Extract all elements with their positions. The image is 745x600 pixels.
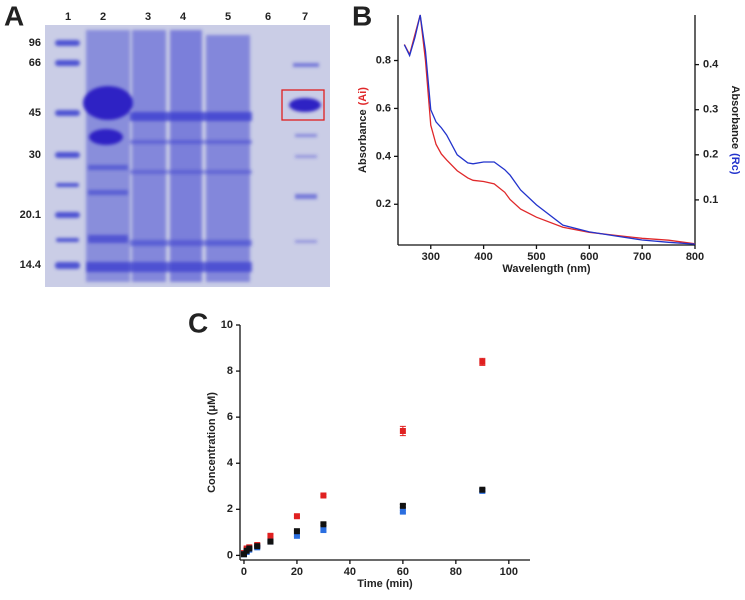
x-tick-label: 600: [580, 251, 598, 263]
data-point: [399, 502, 406, 509]
marker-label: 96: [29, 37, 41, 49]
x-tick-label: 100: [500, 566, 518, 578]
data-point: [320, 492, 327, 499]
marker-label: 66: [29, 57, 41, 69]
y-tick-label: 8: [227, 365, 233, 377]
x-tick-label: 0: [241, 566, 247, 578]
y-tick-label: 0.8: [376, 54, 391, 66]
data-point: [320, 521, 327, 528]
data-point: [479, 358, 486, 365]
lane-label: 1: [65, 11, 71, 23]
marker-label: 20.1: [20, 209, 41, 221]
data-point: [399, 508, 406, 515]
lane-label: 4: [180, 11, 187, 23]
panel-label: C: [188, 307, 208, 338]
y2-tick-label: 0.4: [703, 59, 719, 71]
gel-image: [45, 25, 330, 287]
lane-label: 7: [302, 11, 308, 23]
y-tick-label: 0: [227, 549, 233, 561]
data-point: [293, 528, 300, 535]
x-tick-label: 500: [527, 251, 545, 263]
y2-axis-series: (Rc): [729, 153, 741, 175]
data-point: [267, 532, 274, 539]
data-point: [293, 532, 300, 539]
spectrum-line: [403, 14, 696, 245]
data-point: [254, 543, 261, 550]
data-point: [267, 538, 274, 545]
data-point: [293, 513, 300, 520]
y2-tick-label: 0.1: [703, 194, 718, 206]
x-tick-label: 800: [686, 251, 704, 263]
marker-label: 30: [29, 149, 41, 161]
y2-axis-label-text: Absorbance: [729, 86, 741, 150]
y2-tick-label: 0.3: [703, 104, 718, 116]
lane-label: 3: [145, 11, 151, 23]
y-tick-label: 2: [227, 503, 233, 515]
x-tick-label: 400: [474, 251, 492, 263]
y-tick-label: 10: [221, 319, 233, 331]
x-tick-label: 20: [291, 566, 303, 578]
y-tick-label: 0.4: [376, 150, 392, 162]
x-axis-label: Time (min): [357, 578, 413, 590]
spectrum-line: [403, 14, 696, 245]
x-tick-label: 40: [344, 566, 356, 578]
x-tick-label: 700: [633, 251, 651, 263]
data-point: [240, 551, 247, 558]
y-tick-label: 6: [227, 411, 233, 423]
y-axis-label-text: Absorbance: [357, 109, 369, 173]
y-tick-label: 4: [227, 457, 234, 469]
marker-label: 14.4: [20, 259, 42, 271]
data-point: [479, 486, 486, 493]
y2-tick-label: 0.2: [703, 149, 718, 161]
x-tick-label: 80: [450, 566, 462, 578]
y-axis-series: (Ai): [357, 87, 369, 106]
lane-label: 5: [225, 11, 231, 23]
lane-label: 6: [265, 11, 271, 23]
lane-label: 2: [100, 11, 106, 23]
panel-label: B: [352, 0, 372, 31]
y-axis-label-text: Concentration (μM): [206, 392, 218, 493]
data-point: [399, 427, 406, 434]
y-axis-label: Absorbance (Ai): [357, 87, 369, 173]
marker-label: 45: [29, 107, 41, 119]
y-axis-label: Concentration (μM): [206, 392, 218, 493]
y-tick-label: 0.2: [376, 198, 391, 210]
data-point: [320, 527, 327, 534]
x-tick-label: 60: [397, 566, 409, 578]
data-point: [246, 545, 253, 552]
panel-label: A: [4, 0, 24, 31]
x-tick-label: 300: [422, 251, 440, 263]
y2-axis-label: Absorbance (Rc): [729, 86, 741, 175]
y-tick-label: 0.6: [376, 102, 391, 114]
x-axis-label: Wavelength (nm): [502, 263, 591, 275]
